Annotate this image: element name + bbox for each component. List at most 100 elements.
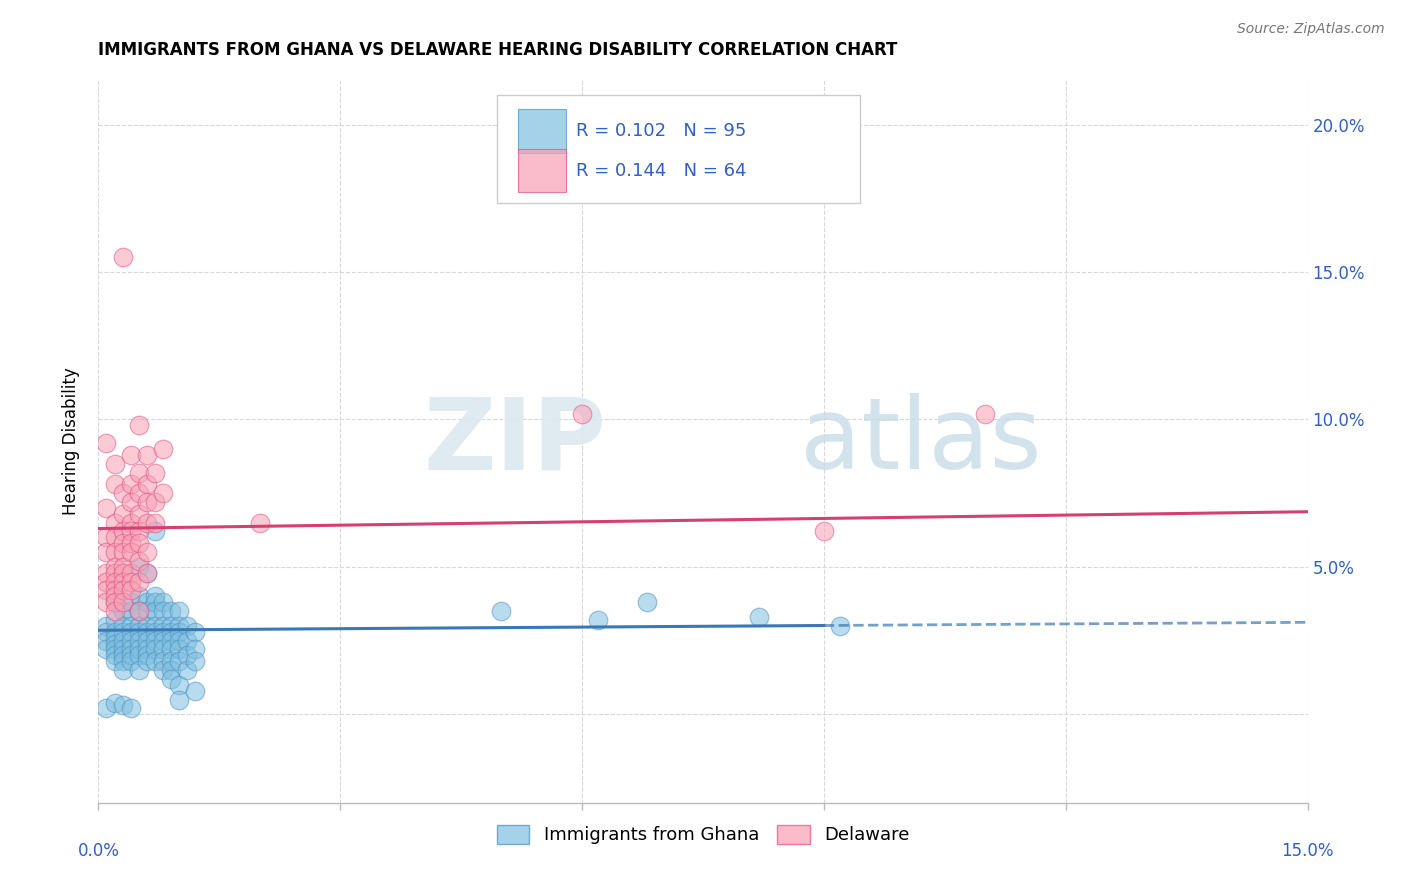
Point xyxy=(152,442,174,456)
Point xyxy=(160,604,183,618)
FancyBboxPatch shape xyxy=(517,149,567,193)
Point xyxy=(167,624,190,639)
Point xyxy=(143,595,166,609)
Point xyxy=(103,595,125,609)
Point xyxy=(103,631,125,645)
Point xyxy=(167,619,190,633)
Point xyxy=(103,516,125,530)
Point xyxy=(111,486,134,500)
Point xyxy=(143,495,166,509)
Point xyxy=(120,545,142,559)
Point xyxy=(120,574,142,589)
Point xyxy=(184,624,207,639)
Text: atlas: atlas xyxy=(800,393,1042,490)
Text: 0.0%: 0.0% xyxy=(77,842,120,860)
Point xyxy=(103,457,125,471)
Point xyxy=(176,663,198,677)
Point xyxy=(111,583,134,598)
Point xyxy=(167,692,190,706)
Y-axis label: Hearing Disability: Hearing Disability xyxy=(62,368,80,516)
Point xyxy=(128,574,150,589)
Point xyxy=(135,642,157,657)
Point xyxy=(160,619,183,633)
Point xyxy=(120,448,142,462)
Point xyxy=(120,583,142,598)
Point xyxy=(120,536,142,550)
Point xyxy=(128,590,150,604)
Point xyxy=(103,613,125,627)
Point xyxy=(143,619,166,633)
Point xyxy=(103,583,125,598)
Point xyxy=(111,574,134,589)
Point xyxy=(128,604,150,618)
Point xyxy=(111,633,134,648)
Point xyxy=(96,619,118,633)
Point xyxy=(120,701,142,715)
Point xyxy=(152,595,174,609)
Point xyxy=(120,619,142,633)
Point xyxy=(184,642,207,657)
Point xyxy=(103,545,125,559)
Point xyxy=(176,619,198,633)
Point xyxy=(103,648,125,663)
Point xyxy=(96,701,118,715)
Point xyxy=(96,583,118,598)
Point xyxy=(96,595,118,609)
Point xyxy=(143,654,166,668)
Point xyxy=(120,633,142,648)
Point xyxy=(135,448,157,462)
Point xyxy=(135,619,157,633)
Point xyxy=(111,560,134,574)
Point xyxy=(96,633,118,648)
Point xyxy=(120,604,142,618)
Point xyxy=(135,545,157,559)
Point xyxy=(135,516,157,530)
Point xyxy=(111,642,134,657)
Point xyxy=(111,507,134,521)
Point xyxy=(152,604,174,618)
Text: ZIP: ZIP xyxy=(423,393,606,490)
FancyBboxPatch shape xyxy=(517,109,567,153)
Point xyxy=(135,633,157,648)
Point xyxy=(120,495,142,509)
Point xyxy=(152,654,174,668)
Point xyxy=(103,595,125,609)
Point xyxy=(167,654,190,668)
Point xyxy=(111,524,134,539)
Point xyxy=(103,642,125,657)
Point xyxy=(813,524,835,539)
Point xyxy=(128,624,150,639)
Point xyxy=(135,604,157,618)
Point xyxy=(152,486,174,500)
Point xyxy=(143,633,166,648)
Point xyxy=(128,604,150,618)
Point xyxy=(143,516,166,530)
Point xyxy=(103,574,125,589)
Point xyxy=(96,545,118,559)
Point xyxy=(128,507,150,521)
Point xyxy=(128,560,150,574)
Point xyxy=(103,560,125,574)
Point xyxy=(748,610,770,624)
Point xyxy=(111,619,134,633)
Legend: Immigrants from Ghana, Delaware: Immigrants from Ghana, Delaware xyxy=(496,825,910,845)
Point xyxy=(120,566,142,580)
Point xyxy=(135,595,157,609)
Point xyxy=(103,696,125,710)
Point xyxy=(120,654,142,668)
Point xyxy=(143,642,166,657)
Point xyxy=(96,566,118,580)
Point xyxy=(152,642,174,657)
Point xyxy=(135,477,157,491)
Point xyxy=(120,524,142,539)
Point xyxy=(128,524,150,539)
Point xyxy=(143,466,166,480)
Point xyxy=(128,554,150,568)
Point xyxy=(103,604,125,618)
Point xyxy=(111,654,134,668)
Point xyxy=(120,595,142,609)
Point xyxy=(111,604,134,618)
Point xyxy=(96,530,118,544)
Point xyxy=(135,624,157,639)
Point xyxy=(103,530,125,544)
